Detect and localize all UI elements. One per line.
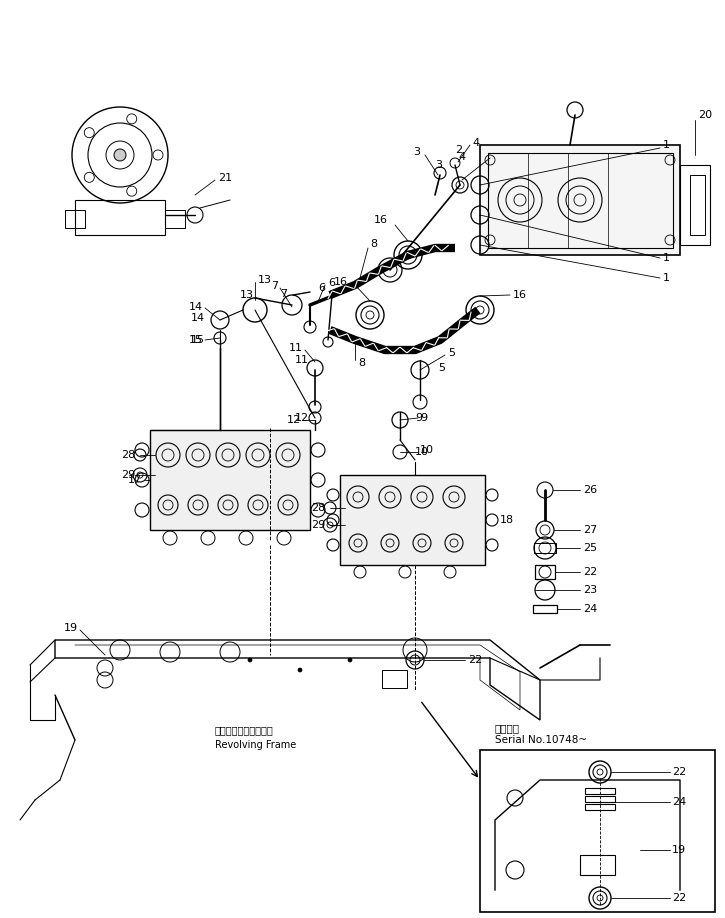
Bar xyxy=(480,145,680,255)
Text: 28: 28 xyxy=(311,503,325,513)
Text: 1: 1 xyxy=(663,140,670,150)
Text: 29: 29 xyxy=(121,470,135,480)
Text: 16: 16 xyxy=(334,277,348,287)
Bar xyxy=(480,750,715,912)
Text: 12: 12 xyxy=(287,415,301,425)
Text: 28: 28 xyxy=(121,450,135,460)
Text: 6: 6 xyxy=(318,283,325,293)
Text: 15: 15 xyxy=(191,335,205,345)
Text: 2: 2 xyxy=(455,145,462,155)
Text: 15: 15 xyxy=(189,335,203,345)
Text: 22: 22 xyxy=(672,767,687,777)
Text: 16: 16 xyxy=(374,215,388,225)
Bar xyxy=(165,210,185,228)
Text: 7: 7 xyxy=(271,281,278,291)
Bar xyxy=(585,796,615,802)
Text: 24: 24 xyxy=(672,797,687,807)
Text: 14: 14 xyxy=(191,313,205,323)
Text: Serial No.10748~: Serial No.10748~ xyxy=(495,735,587,745)
Text: 13: 13 xyxy=(258,275,272,285)
Text: 25: 25 xyxy=(583,543,597,553)
Bar xyxy=(150,430,310,530)
Text: 4: 4 xyxy=(458,152,465,162)
Text: 8: 8 xyxy=(370,239,377,249)
Bar xyxy=(488,153,673,248)
Text: 1: 1 xyxy=(663,273,670,283)
Text: 22: 22 xyxy=(672,893,687,903)
Text: 10: 10 xyxy=(415,447,429,457)
Circle shape xyxy=(348,658,352,662)
Text: 5: 5 xyxy=(448,348,455,358)
Text: 4: 4 xyxy=(472,138,479,148)
Bar xyxy=(690,175,705,235)
Text: 適用号機: 適用号機 xyxy=(495,723,520,733)
Text: 22: 22 xyxy=(583,567,597,577)
Bar xyxy=(382,670,407,688)
Text: 11: 11 xyxy=(289,343,303,353)
Text: 22: 22 xyxy=(468,655,482,665)
Text: 3: 3 xyxy=(435,160,442,170)
Bar xyxy=(65,210,85,228)
Bar xyxy=(535,565,555,579)
Text: レボルビングフレーム: レボルビングフレーム xyxy=(215,725,274,735)
Bar xyxy=(585,788,615,794)
Bar xyxy=(585,804,615,810)
Text: 1: 1 xyxy=(663,253,670,263)
Text: 5: 5 xyxy=(438,363,445,373)
Text: 11: 11 xyxy=(295,355,309,365)
Text: 26: 26 xyxy=(583,485,597,495)
Text: 14: 14 xyxy=(189,302,203,312)
Circle shape xyxy=(298,668,302,672)
Bar xyxy=(580,855,615,875)
Circle shape xyxy=(248,658,252,662)
Text: 10: 10 xyxy=(420,445,434,455)
Text: 19: 19 xyxy=(64,623,78,633)
Text: 20: 20 xyxy=(698,110,712,120)
Text: 13: 13 xyxy=(240,290,254,300)
Text: 12: 12 xyxy=(295,413,309,423)
Circle shape xyxy=(114,149,126,161)
Text: 6: 6 xyxy=(328,278,335,288)
Text: 29: 29 xyxy=(311,520,325,530)
Text: 16: 16 xyxy=(513,290,527,300)
Bar xyxy=(340,475,485,565)
Bar xyxy=(680,165,710,245)
Text: 8: 8 xyxy=(358,358,365,368)
Text: 3: 3 xyxy=(413,147,420,157)
Text: 27: 27 xyxy=(583,525,597,535)
Text: 17: 17 xyxy=(128,475,142,485)
Text: 23: 23 xyxy=(583,585,597,595)
Bar xyxy=(75,200,165,235)
Bar xyxy=(533,605,557,613)
Text: Revolving Frame: Revolving Frame xyxy=(215,740,297,750)
Text: 21: 21 xyxy=(218,173,232,183)
Text: 19: 19 xyxy=(672,845,686,855)
Text: 18: 18 xyxy=(500,515,514,525)
Text: 24: 24 xyxy=(583,604,597,614)
Text: 9: 9 xyxy=(415,413,422,423)
Text: 7: 7 xyxy=(280,289,287,299)
Text: 9: 9 xyxy=(420,413,427,423)
Bar xyxy=(534,543,556,553)
